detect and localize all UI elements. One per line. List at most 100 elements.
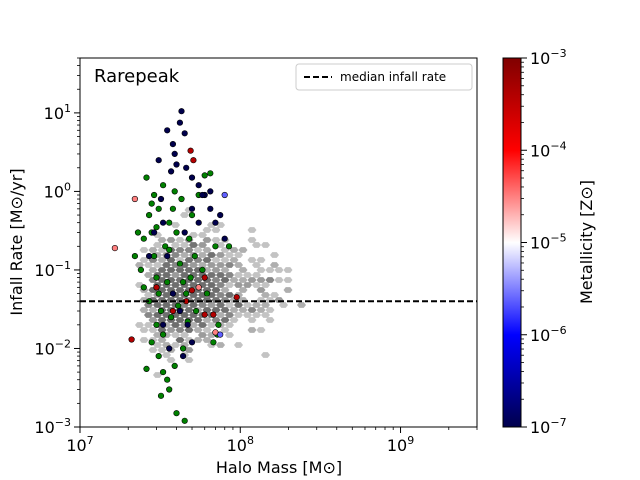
hexbin-cell (261, 352, 270, 358)
data-point (180, 279, 187, 286)
data-point (199, 191, 206, 199)
hexbin-cell (139, 257, 149, 263)
colorbar-tick-label: 10−5 (530, 232, 567, 253)
data-point (166, 345, 173, 352)
data-point (181, 130, 188, 137)
hexbin-cell (148, 317, 158, 323)
data-point (171, 188, 178, 195)
hexbin-cell (252, 312, 261, 318)
hexbin-cell (261, 282, 270, 288)
hexbin-cell (144, 292, 153, 298)
hexbin-cell (211, 307, 221, 313)
data-point (148, 339, 155, 346)
hexbin-cell (184, 357, 194, 363)
data-point (188, 339, 196, 346)
hexbin-cell (148, 307, 158, 313)
hexbin-cell (261, 242, 270, 248)
hexbin-cell (153, 332, 162, 338)
hexbin-cell (225, 282, 234, 288)
hexbin-cell (274, 267, 284, 273)
data-point (184, 321, 191, 328)
data-point (210, 339, 217, 346)
hexbin-cell (207, 272, 216, 278)
data-point (148, 200, 155, 207)
hexbin-cell (234, 272, 243, 278)
hexbin-cell (229, 307, 239, 313)
data-point (153, 274, 160, 281)
hexbin-cell (220, 277, 230, 283)
hexbin-cell (216, 262, 225, 268)
data-point (160, 321, 167, 328)
hexbin-cell (207, 262, 216, 268)
data-point (166, 219, 173, 226)
data-point (164, 279, 171, 286)
hexbin-cell (157, 327, 167, 333)
hexbin-cell (225, 252, 234, 258)
data-point (195, 219, 202, 226)
data-point (181, 417, 188, 424)
data-point (183, 290, 190, 297)
data-point (176, 260, 183, 267)
hexbin-cell (180, 252, 189, 258)
colorbar-tick-label: 10−7 (530, 416, 567, 437)
hexbin-cell (234, 252, 243, 258)
x-tick-label: 109 (387, 434, 414, 455)
hexbin-cell (189, 302, 198, 308)
legend-entry-label: median infall rate (340, 70, 446, 84)
hexbin-cell (247, 237, 257, 243)
data-point (168, 314, 175, 321)
hexbin-cell (180, 242, 189, 248)
hexbin-cell (189, 322, 198, 328)
hexbin-cell (175, 317, 185, 323)
hexbin-cell (144, 272, 153, 278)
hexbin-cell (265, 307, 275, 313)
data-point (188, 205, 196, 212)
hexbin-cell (225, 262, 234, 268)
data-point (195, 182, 202, 189)
hexbin-cell (202, 247, 212, 253)
data-point (225, 243, 233, 250)
hexbin-cell (162, 352, 171, 358)
colorbar-tick-label: 10−3 (530, 47, 567, 68)
hexbin-cell (184, 247, 194, 253)
hexbin-cell (202, 287, 212, 293)
hexbin-cell (184, 257, 194, 263)
hexbin-cell (261, 312, 270, 318)
hexbin-cell (247, 227, 257, 233)
hexbin-cell (157, 317, 167, 323)
hexbin-cell (274, 277, 284, 283)
hexbin-cell (157, 257, 167, 263)
hexbin-cell (279, 302, 288, 308)
hexbin-cell (234, 302, 243, 308)
data-point (181, 229, 188, 236)
data-point (157, 195, 165, 203)
hexbin-cell (247, 307, 257, 313)
hexbin-cell (265, 317, 275, 323)
hexbin-cell (184, 327, 194, 333)
hexbin-cell (211, 227, 221, 233)
data-point (168, 168, 175, 175)
x-axis: 107 108 109 (66, 427, 478, 455)
hexbin-cell (153, 302, 162, 308)
hexbin-cell (202, 237, 212, 243)
hexbin-cell (193, 327, 203, 333)
data-point (160, 219, 167, 226)
hexbin-cell (252, 262, 261, 268)
hexbin-cell (139, 307, 149, 313)
hexbin-cell (220, 307, 230, 313)
hexbin-cell (256, 257, 266, 263)
data-point (188, 174, 196, 181)
plot-frame (79, 57, 478, 428)
hexbin-cell (216, 272, 225, 278)
hexbin-cell (234, 342, 243, 348)
y-tick-label: 10−3 (34, 416, 71, 437)
hexbin-cell (162, 272, 171, 278)
data-point (160, 182, 167, 189)
data-point (153, 224, 160, 231)
hexbin-cell (270, 252, 279, 258)
hexbin-cell (193, 277, 203, 283)
colorbar-title: Metallicity [Z⊙] (577, 180, 596, 304)
hexbin-cell (252, 282, 261, 288)
hexbin-cell (229, 257, 239, 263)
data-point (210, 311, 217, 318)
